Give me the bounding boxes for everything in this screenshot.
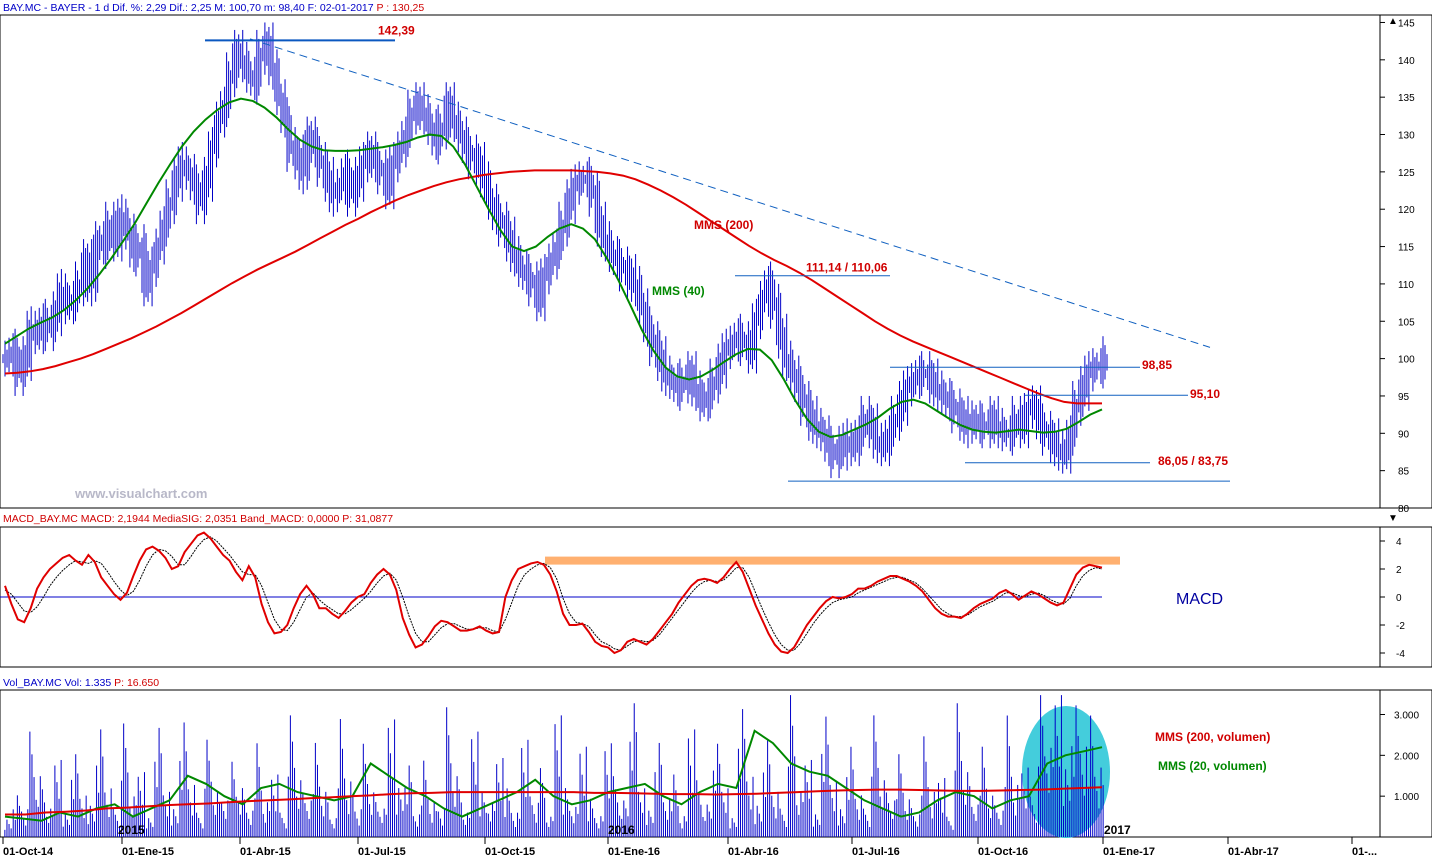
price-y-tick-label: 125 <box>1398 168 1415 179</box>
macd-y-tick-label: -2 <box>1396 621 1405 632</box>
macd-line <box>4 531 1103 655</box>
x-tick-label: 01-Abr-15 <box>240 846 291 857</box>
level-label: 95,10 <box>1190 387 1220 401</box>
macd-y-tick-label: -4 <box>1396 649 1405 660</box>
level-label: 111,14 / 110,06 <box>806 261 888 275</box>
volume-axis <box>1379 689 1432 838</box>
x-tick-label: 01-... <box>1352 846 1377 857</box>
volume-y-tick-label: 2.000 <box>1394 751 1419 762</box>
price-scroll-down-icon[interactable]: ▼ <box>1388 513 1398 524</box>
volume-ma20-label: MMS (20, volumen) <box>1158 759 1267 773</box>
macd-label: MACD <box>1176 591 1223 608</box>
axis-layer: 01-Oct-14 01-Ene-15 01-Abr-15 01-Jul-15 01-O… <box>2 823 1377 857</box>
price-y-tick-label: 145 <box>1398 18 1415 29</box>
ma40-label: MMS (40) <box>652 284 705 298</box>
level-label: 142,39 <box>378 23 415 37</box>
price-y-tick-label: 130 <box>1398 131 1415 142</box>
volume-y-tick-label: 1.000 <box>1394 792 1419 803</box>
year-label: 2015 <box>118 823 145 837</box>
volume-ma200-line <box>5 786 1103 816</box>
price-y-tick-label: 135 <box>1398 93 1415 104</box>
price-layer: 145 140 135 130 125 120 115 110 105 100 95 90 85 80 14… <box>2 18 1415 515</box>
ma200-line <box>4 169 1102 405</box>
macd-axis <box>1379 526 1432 668</box>
macd-y-tick-label: 0 <box>1396 593 1402 604</box>
price-header: BAY.MC - BAYER - 1 d Dif. %: 2,29 Dif.: … <box>3 2 424 14</box>
year-label: 2017 <box>1104 823 1131 837</box>
volume-layer: 3.000 2.000 1.000 MMS (200, volumen) MMS (20… <box>4 695 1419 838</box>
macd-resistance-band <box>545 556 1120 565</box>
price-y-tick-label: 80 <box>1398 504 1410 515</box>
ma40-line <box>4 97 1103 439</box>
macd-y-tick-label: 2 <box>1396 565 1402 576</box>
price-y-tick-label: 120 <box>1398 205 1415 216</box>
price-scroll-up-icon[interactable]: ▲ <box>1388 16 1398 27</box>
volume-header: Vol_BAY.MC Vol: 1.335 P: 16.650 <box>3 677 159 689</box>
macd-layer: 4 2 0 -2 -4 MACD <box>0 531 1405 660</box>
x-tick-label: 01-Jul-16 <box>852 846 900 857</box>
x-tick-label: 01-Abr-16 <box>728 846 779 857</box>
ma200-label: MMS (200) <box>694 218 753 232</box>
x-tick-label: 01-Jul-15 <box>358 846 406 857</box>
price-y-tick-label: 95 <box>1398 392 1410 403</box>
x-tick-label: 01-Oct-16 <box>978 846 1028 857</box>
price-y-tick-label: 85 <box>1398 467 1410 478</box>
macd-y-tick-label: 4 <box>1396 537 1402 548</box>
price-y-tick-label: 100 <box>1398 355 1415 366</box>
price-panel <box>0 14 1381 509</box>
price-y-tick-label: 90 <box>1398 429 1410 440</box>
x-tick-label: 01-Oct-15 <box>485 846 535 857</box>
x-tick-label: 01-Abr-17 <box>1228 846 1279 857</box>
price-y-tick-label: 115 <box>1398 243 1414 254</box>
level-label: 86,05 / 83,75 <box>1158 454 1228 468</box>
x-tick-label: 01-Ene-16 <box>608 846 660 857</box>
price-y-tick-label: 105 <box>1398 317 1415 328</box>
volume-ma200-label: MMS (200, volumen) <box>1155 730 1270 744</box>
price-y-tick-label: 110 <box>1398 280 1414 291</box>
price-axis <box>1379 14 1432 509</box>
x-tick-label: 01-Ene-17 <box>1103 846 1155 857</box>
year-label: 2016 <box>608 823 635 837</box>
volume-y-tick-label: 3.000 <box>1394 711 1419 722</box>
x-tick-label: 01-Oct-14 <box>3 846 54 857</box>
price-y-tick-label: 140 <box>1398 56 1415 67</box>
macd-signal-line <box>4 536 1103 651</box>
volume-ma20-line <box>4 729 1103 822</box>
macd-header: MACD_BAY.MC MACD: 2,1944 MediaSIG: 2,035… <box>3 513 393 525</box>
level-label: 98,85 <box>1142 358 1172 372</box>
watermark: www.visualchart.com <box>74 486 207 501</box>
x-tick-label: 01-Ene-15 <box>122 846 174 857</box>
